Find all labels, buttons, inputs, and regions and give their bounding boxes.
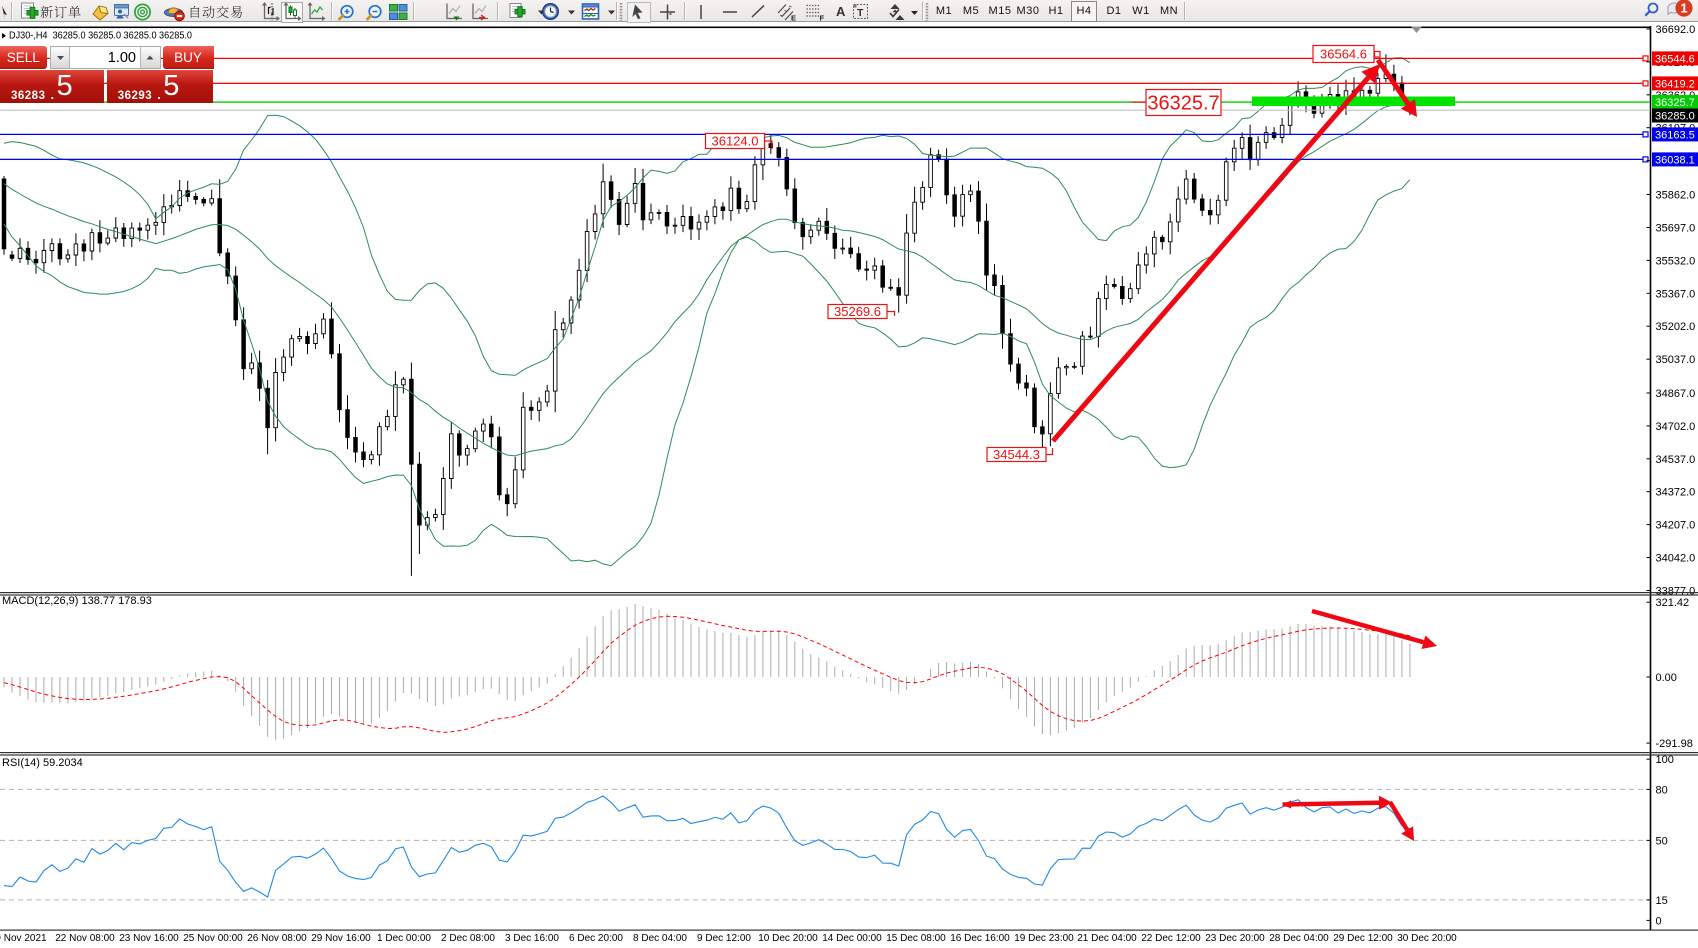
svg-text:35532.0: 35532.0 — [1656, 255, 1696, 267]
svg-text:35037.0: 35037.0 — [1656, 354, 1696, 366]
svg-text:22 Dec 12:00: 22 Dec 12:00 — [1141, 933, 1201, 944]
svg-text:36325.7: 36325.7 — [1147, 93, 1219, 115]
svg-text:19 Dec 23:00: 19 Dec 23:00 — [1014, 933, 1074, 944]
svg-text:9 Dec 12:00: 9 Dec 12:00 — [697, 933, 751, 944]
svg-text:F: F — [820, 14, 825, 23]
svg-text:22 Nov 08:00: 22 Nov 08:00 — [55, 933, 115, 944]
svg-text:29 Nov 16:00: 29 Nov 16:00 — [311, 933, 371, 944]
svg-text:RSI(14) 59.2034: RSI(14) 59.2034 — [2, 757, 83, 769]
svg-text:DJ30-,H4 36285.0 36285.0 3628: DJ30-,H4 36285.0 36285.0 36285.0 36285.0 — [9, 31, 192, 42]
svg-text:50: 50 — [1656, 835, 1668, 847]
svg-text:3 Dec 16:00: 3 Dec 16:00 — [505, 933, 559, 944]
svg-text:34867.0: 34867.0 — [1656, 388, 1696, 400]
svg-text:100: 100 — [1656, 754, 1674, 766]
svg-text:28 Dec 04:00: 28 Dec 04:00 — [1269, 933, 1329, 944]
svg-text:36692.0: 36692.0 — [1656, 24, 1696, 36]
svg-text:29 Dec 12:00: 29 Dec 12:00 — [1333, 933, 1393, 944]
svg-text:36544.6: 36544.6 — [1655, 53, 1695, 65]
svg-text:25 Nov 00:00: 25 Nov 00:00 — [183, 933, 243, 944]
svg-text:MACD(12,26,9) 138.77 178.93: MACD(12,26,9) 138.77 178.93 — [2, 595, 152, 607]
svg-text:1 Dec 00:00: 1 Dec 00:00 — [377, 933, 431, 944]
svg-text:36038.1: 36038.1 — [1655, 154, 1695, 166]
svg-text:16 Dec 16:00: 16 Dec 16:00 — [950, 933, 1010, 944]
svg-text:-291.98: -291.98 — [1656, 738, 1693, 750]
svg-text:33877.0: 33877.0 — [1656, 586, 1696, 598]
svg-text:15 Dec 08:00: 15 Dec 08:00 — [886, 933, 946, 944]
svg-text:26 Nov 08:00: 26 Nov 08:00 — [247, 933, 307, 944]
svg-text:21 Dec 04:00: 21 Dec 04:00 — [1077, 933, 1137, 944]
svg-text:321.42: 321.42 — [1656, 597, 1690, 609]
svg-text:15: 15 — [1656, 895, 1668, 907]
svg-text:T: T — [857, 7, 864, 19]
svg-text:36285.0: 36285.0 — [1655, 111, 1695, 123]
svg-text:35269.6: 35269.6 — [834, 304, 881, 319]
svg-text:14 Dec 00:00: 14 Dec 00:00 — [822, 933, 882, 944]
svg-text:35697.0: 35697.0 — [1656, 223, 1696, 235]
svg-text:0: 0 — [1656, 915, 1662, 927]
svg-text:10 Dec 20:00: 10 Dec 20:00 — [758, 933, 818, 944]
svg-text:34702.0: 34702.0 — [1656, 421, 1696, 433]
svg-text:23 Dec 20:00: 23 Dec 20:00 — [1205, 933, 1265, 944]
svg-text:34544.3: 34544.3 — [993, 447, 1040, 462]
svg-text:30 Dec 20:00: 30 Dec 20:00 — [1397, 933, 1457, 944]
svg-text:35862.0: 35862.0 — [1656, 190, 1696, 202]
svg-text:35202.0: 35202.0 — [1656, 321, 1696, 333]
svg-text:34207.0: 34207.0 — [1656, 520, 1696, 532]
svg-text:36163.5: 36163.5 — [1655, 129, 1695, 141]
svg-text:23 Nov 16:00: 23 Nov 16:00 — [119, 933, 179, 944]
svg-text:36564.6: 36564.6 — [1320, 47, 1367, 62]
svg-text:35367.0: 35367.0 — [1656, 288, 1696, 300]
svg-text:1: 1 — [1680, 1, 1687, 16]
svg-text:2 Dec 08:00: 2 Dec 08:00 — [441, 933, 495, 944]
svg-text:E: E — [791, 14, 796, 23]
svg-text:34537.0: 34537.0 — [1656, 454, 1696, 466]
svg-text:9 Nov 2021: 9 Nov 2021 — [0, 933, 47, 944]
svg-text:8 Dec 04:00: 8 Dec 04:00 — [633, 933, 687, 944]
svg-text:36325.7: 36325.7 — [1655, 97, 1695, 109]
svg-text:0.00: 0.00 — [1656, 672, 1677, 684]
svg-text:36124.0: 36124.0 — [712, 134, 759, 149]
svg-text:34372.0: 34372.0 — [1656, 487, 1696, 499]
svg-text:6 Dec 20:00: 6 Dec 20:00 — [569, 933, 623, 944]
svg-text:36419.2: 36419.2 — [1655, 78, 1695, 90]
svg-text:34042.0: 34042.0 — [1656, 553, 1696, 565]
svg-text:80: 80 — [1656, 784, 1668, 796]
